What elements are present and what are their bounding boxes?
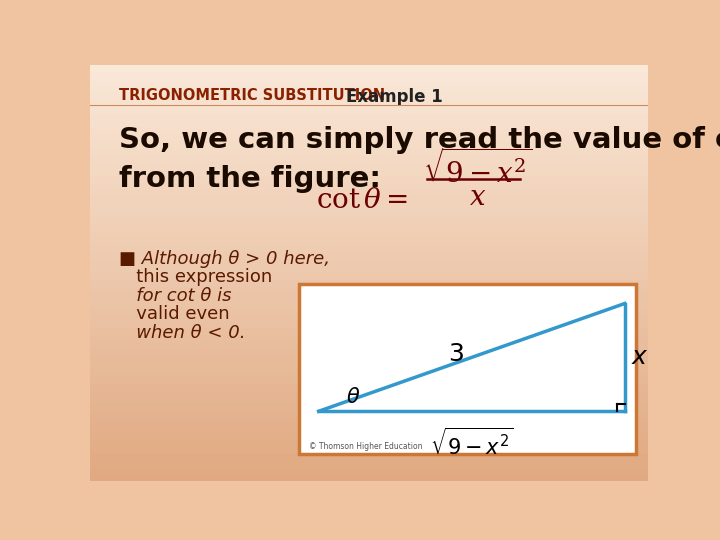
Bar <box>90 148 648 156</box>
Bar <box>90 72 648 79</box>
Text: $x$: $x$ <box>469 183 486 211</box>
Text: this expression: this expression <box>120 268 273 286</box>
Bar <box>90 127 648 135</box>
Bar <box>90 446 648 454</box>
Text: ■ Although θ > 0 here,: ■ Although θ > 0 here, <box>120 249 330 268</box>
Bar <box>90 370 648 377</box>
Bar <box>90 467 648 475</box>
Bar <box>90 328 648 336</box>
Bar <box>90 356 648 363</box>
Bar <box>90 141 648 148</box>
Bar <box>307 292 629 427</box>
Bar <box>90 294 648 301</box>
Bar <box>90 120 648 128</box>
Bar <box>90 231 648 239</box>
Bar <box>90 418 648 426</box>
Bar <box>90 217 648 225</box>
Bar <box>90 474 648 481</box>
Text: when θ < 0.: when θ < 0. <box>120 323 246 341</box>
Bar <box>90 99 648 107</box>
Bar <box>90 404 648 412</box>
Text: © Thomson Higher Education: © Thomson Higher Education <box>309 442 422 450</box>
Bar <box>90 390 648 398</box>
Bar <box>90 300 648 308</box>
Bar <box>90 162 648 170</box>
Text: valid even: valid even <box>120 305 230 323</box>
Bar <box>90 92 648 100</box>
Bar <box>90 363 648 370</box>
Bar <box>90 197 648 204</box>
Text: $x$: $x$ <box>631 346 649 369</box>
Bar <box>90 79 648 86</box>
Bar <box>90 85 648 93</box>
Bar <box>90 307 648 315</box>
Bar <box>90 204 648 211</box>
Bar <box>90 238 648 246</box>
Bar <box>90 460 648 468</box>
Text: 3: 3 <box>449 342 464 366</box>
Bar <box>300 284 636 454</box>
Bar <box>90 224 648 232</box>
Bar <box>90 245 648 253</box>
Bar <box>90 273 648 280</box>
Bar <box>90 280 648 287</box>
Text: $\cot\theta =$: $\cot\theta =$ <box>315 186 408 214</box>
Bar <box>90 425 648 433</box>
Text: Example 1: Example 1 <box>346 88 443 106</box>
Text: So, we can simply read the value of cot θ: So, we can simply read the value of cot … <box>120 126 720 154</box>
Bar <box>90 335 648 343</box>
Bar <box>90 349 648 356</box>
Bar <box>90 411 648 419</box>
Bar <box>90 377 648 384</box>
Bar <box>90 113 648 121</box>
Text: for cot θ is: for cot θ is <box>120 287 232 305</box>
Bar <box>90 397 648 405</box>
Bar <box>90 155 648 163</box>
Bar <box>90 321 648 329</box>
Bar <box>90 65 648 72</box>
Bar <box>90 259 648 267</box>
Bar <box>90 453 648 461</box>
Bar <box>90 106 648 114</box>
Text: $\sqrt{9-x^2}$: $\sqrt{9-x^2}$ <box>423 150 532 190</box>
Bar <box>90 314 648 322</box>
Bar <box>90 134 648 142</box>
Bar <box>90 383 648 392</box>
Text: TRIGONOMETRIC SUBSTITUTION: TRIGONOMETRIC SUBSTITUTION <box>120 88 386 103</box>
Text: from the figure:: from the figure: <box>120 165 382 193</box>
Bar <box>90 287 648 294</box>
Bar <box>90 211 648 218</box>
Text: $\theta$: $\theta$ <box>346 387 361 408</box>
Bar <box>90 342 648 350</box>
Bar <box>90 190 648 197</box>
Bar <box>90 168 648 177</box>
Bar <box>90 266 648 273</box>
Bar <box>90 432 648 440</box>
Bar <box>90 252 648 260</box>
Bar <box>90 183 648 190</box>
Bar <box>90 176 648 184</box>
Bar <box>90 439 648 447</box>
Text: $\sqrt{9-x^2}$: $\sqrt{9-x^2}$ <box>430 428 513 460</box>
